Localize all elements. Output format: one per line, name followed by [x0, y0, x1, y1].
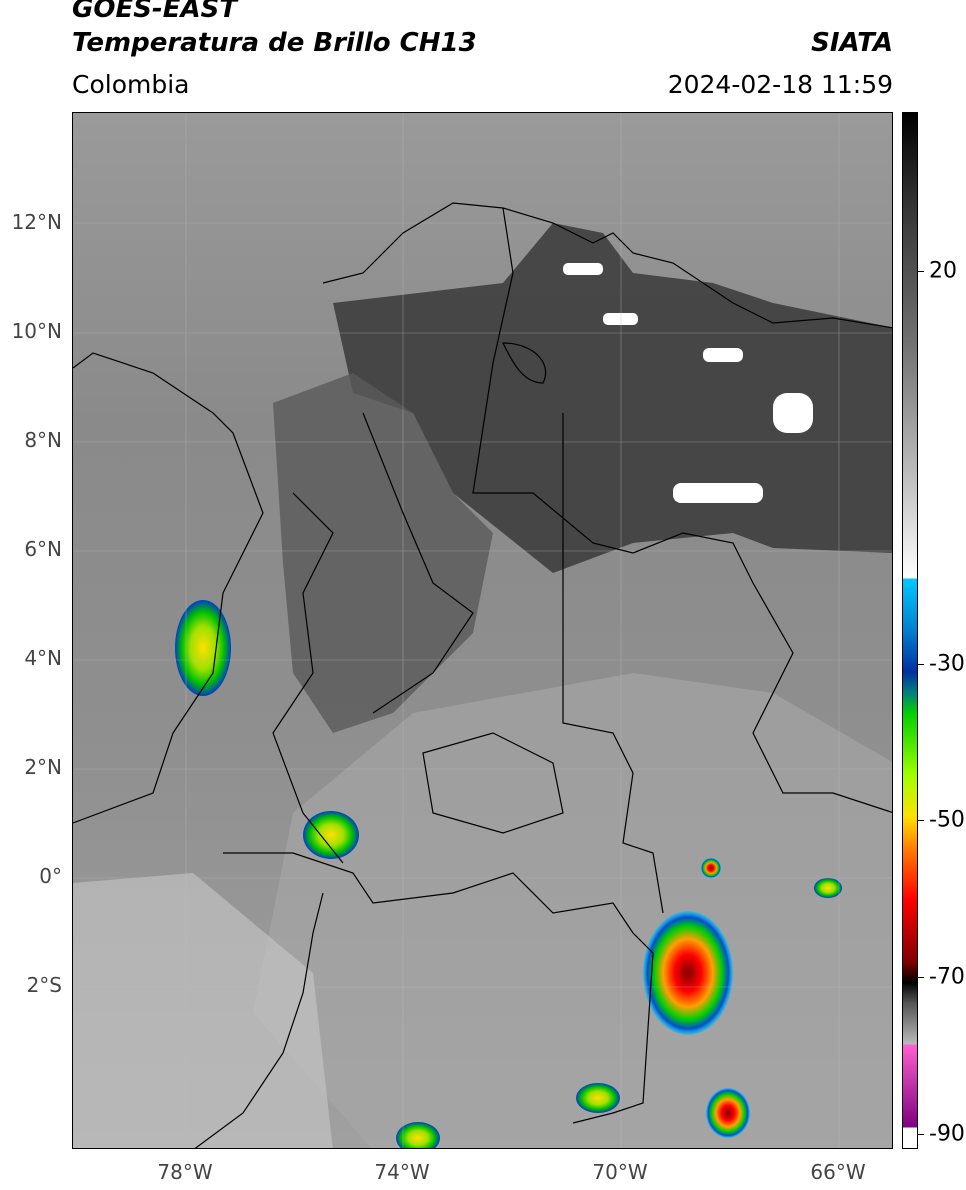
lat-tick-12n: 12°N: [11, 210, 62, 234]
lon-tick-70w: 70°W: [592, 1160, 648, 1184]
lat-tick-10n: 10°N: [11, 319, 62, 343]
storm-cell-bottom: [396, 1122, 440, 1148]
colorbar-tick-20: [918, 271, 924, 272]
storm-cell-east: [643, 911, 733, 1035]
colorbar-label-minus70: -70: [929, 964, 965, 990]
colorbar-label-20: 20: [929, 258, 957, 284]
lon-tick-74w: 74°W: [374, 1160, 430, 1184]
lat-tick-6n: 6°N: [24, 537, 62, 561]
lat-tick-4n: 4°N: [24, 646, 62, 670]
lat-tick-0: 0°: [39, 864, 62, 888]
product-title: Temperatura de Brillo CH13: [72, 28, 477, 58]
andes-land: [273, 373, 493, 733]
brand-label: SIATA: [811, 28, 893, 58]
colorbar-label-minus50: -50: [929, 807, 965, 833]
pacific-clouds: [73, 873, 333, 1148]
storm-cell-east-3: [701, 858, 721, 878]
storm-cell-pacific: [175, 600, 231, 696]
colorbar-tick-minus90: [918, 1134, 924, 1135]
amazon-land: [253, 673, 892, 1148]
storm-cell-east-2: [706, 1088, 750, 1138]
storm-cell-far-east: [814, 878, 842, 898]
cloud-specks: [563, 263, 813, 503]
satellite-title: GOES-EAST: [72, 0, 238, 24]
lat-tick-8n: 8°N: [24, 428, 62, 452]
lat-tick-2n: 2°N: [24, 755, 62, 779]
colorbar-tick-minus30: [918, 664, 924, 665]
lon-tick-66w: 66°W: [810, 1160, 866, 1184]
satellite-map[interactable]: [72, 112, 893, 1149]
colorbar-label-minus30: -30: [929, 651, 965, 677]
region-label: Colombia: [72, 70, 190, 99]
colorbar-tick-minus70: [918, 977, 924, 978]
lat-tick-2s: 2°S: [26, 973, 62, 997]
colorbar-label-minus90: -90: [929, 1121, 965, 1147]
colorbar: [902, 112, 918, 1149]
lon-tick-78w: 78°W: [157, 1160, 213, 1184]
datetime-label: 2024-02-18 11:59: [667, 70, 893, 99]
graticule: [73, 113, 892, 1148]
storm-cell-south: [303, 811, 359, 859]
colorbar-tick-minus50: [918, 820, 924, 821]
storm-cell-se: [576, 1083, 620, 1113]
country-borders: [73, 202, 892, 1148]
map-canvas: [73, 113, 892, 1148]
